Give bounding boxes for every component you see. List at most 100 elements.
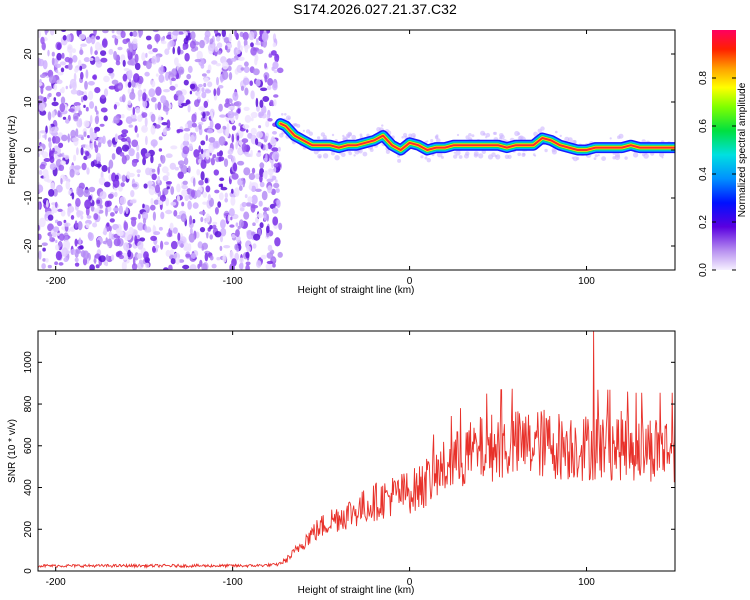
x-tick-label: -200 bbox=[46, 276, 66, 287]
noise-dot bbox=[129, 199, 137, 204]
noise-dot bbox=[243, 211, 250, 220]
track-halo-dot bbox=[464, 153, 469, 159]
noise-dot bbox=[111, 34, 117, 39]
track-halo-dot bbox=[537, 128, 542, 133]
noise-dot bbox=[47, 49, 50, 57]
noise-dot bbox=[61, 52, 65, 59]
noise-dot bbox=[38, 102, 46, 112]
noise-dot bbox=[117, 85, 122, 89]
noise-dot bbox=[252, 68, 260, 76]
noise-dot bbox=[53, 97, 57, 102]
noise-dot bbox=[55, 239, 58, 244]
noise-dot bbox=[152, 245, 156, 253]
noise-dot bbox=[232, 91, 239, 102]
noise-dot bbox=[202, 201, 208, 205]
colorbar-tick-label: 0.0 bbox=[698, 263, 709, 277]
noise-dot bbox=[52, 231, 57, 238]
noise-dot bbox=[127, 249, 132, 258]
noise-dot bbox=[271, 147, 279, 153]
noise-dot bbox=[145, 262, 150, 268]
noise-dot bbox=[245, 264, 250, 270]
noise-dot bbox=[94, 129, 97, 134]
noise-dot bbox=[234, 101, 242, 107]
track-halo-dot bbox=[485, 136, 488, 139]
noise-dot bbox=[173, 210, 178, 217]
noise-dot bbox=[189, 90, 193, 95]
noise-dot bbox=[122, 59, 126, 67]
noise-dot bbox=[186, 73, 192, 80]
noise-dot bbox=[58, 262, 64, 266]
noise-dot bbox=[172, 46, 175, 55]
noise-dot bbox=[78, 33, 86, 40]
noise-dot bbox=[235, 235, 241, 243]
track-halo-dot bbox=[465, 135, 470, 140]
noise-dot bbox=[198, 145, 201, 153]
noise-dot bbox=[55, 91, 62, 97]
noise-dot bbox=[216, 42, 223, 49]
noise-dot bbox=[72, 112, 79, 122]
noise-dot bbox=[141, 52, 146, 62]
track-halo-dot bbox=[293, 123, 297, 127]
noise-dot bbox=[214, 207, 219, 215]
noise-dot bbox=[250, 42, 254, 48]
track-halo-dot bbox=[317, 136, 321, 140]
noise-dot bbox=[93, 140, 97, 149]
noise-dot bbox=[121, 174, 126, 183]
noise-dot bbox=[180, 102, 188, 107]
noise-dot bbox=[96, 152, 101, 162]
noise-dot bbox=[110, 212, 115, 217]
noise-dot bbox=[160, 40, 167, 45]
track-halo-dot bbox=[359, 133, 363, 137]
noise-dot bbox=[120, 182, 125, 188]
noise-dot bbox=[264, 62, 268, 69]
noise-dot bbox=[178, 259, 185, 263]
noise-dot bbox=[85, 222, 90, 229]
noise-dot bbox=[102, 135, 106, 145]
noise-dot bbox=[134, 53, 139, 64]
noise-dot bbox=[73, 72, 77, 82]
noise-dot bbox=[223, 158, 229, 167]
noise-dot bbox=[83, 120, 90, 128]
noise-dot bbox=[245, 202, 252, 207]
noise-dot bbox=[100, 50, 107, 56]
noise-dot bbox=[84, 199, 92, 210]
noise-dot bbox=[38, 131, 41, 140]
noise-dot bbox=[64, 235, 69, 241]
noise-dot bbox=[141, 112, 148, 118]
noise-dot bbox=[228, 147, 234, 155]
noise-dot bbox=[158, 163, 162, 168]
noise-dot bbox=[60, 160, 66, 166]
noise-dot bbox=[72, 55, 78, 63]
noise-dot bbox=[85, 151, 90, 157]
noise-dot bbox=[123, 68, 130, 72]
noise-dot bbox=[197, 93, 201, 100]
noise-dot bbox=[244, 44, 249, 53]
noise-dot bbox=[224, 192, 228, 199]
noise-dot bbox=[274, 53, 280, 63]
noise-dot bbox=[184, 52, 190, 62]
noise-dot bbox=[172, 227, 178, 234]
track-halo-dot bbox=[362, 151, 368, 157]
noise-dot bbox=[80, 71, 84, 80]
noise-dot bbox=[235, 229, 240, 238]
noise-dot bbox=[70, 248, 76, 255]
plot-frame bbox=[37, 330, 676, 572]
noise-dot bbox=[57, 208, 63, 212]
noise-dot bbox=[265, 263, 273, 270]
noise-dot bbox=[185, 99, 191, 105]
noise-dot bbox=[138, 213, 141, 220]
track-halo-dot bbox=[491, 152, 496, 157]
noise-dot bbox=[41, 242, 48, 246]
noise-dot bbox=[273, 182, 280, 189]
noise-dot bbox=[87, 81, 95, 86]
noise-dot bbox=[99, 123, 105, 127]
noise-dot bbox=[98, 177, 106, 186]
noise-dot bbox=[78, 118, 83, 127]
noise-dot bbox=[169, 222, 174, 231]
noise-dot bbox=[83, 131, 87, 138]
noise-dot bbox=[42, 59, 48, 70]
noise-dot bbox=[240, 67, 245, 71]
noise-dot bbox=[157, 115, 162, 125]
noise-dot bbox=[200, 140, 206, 146]
